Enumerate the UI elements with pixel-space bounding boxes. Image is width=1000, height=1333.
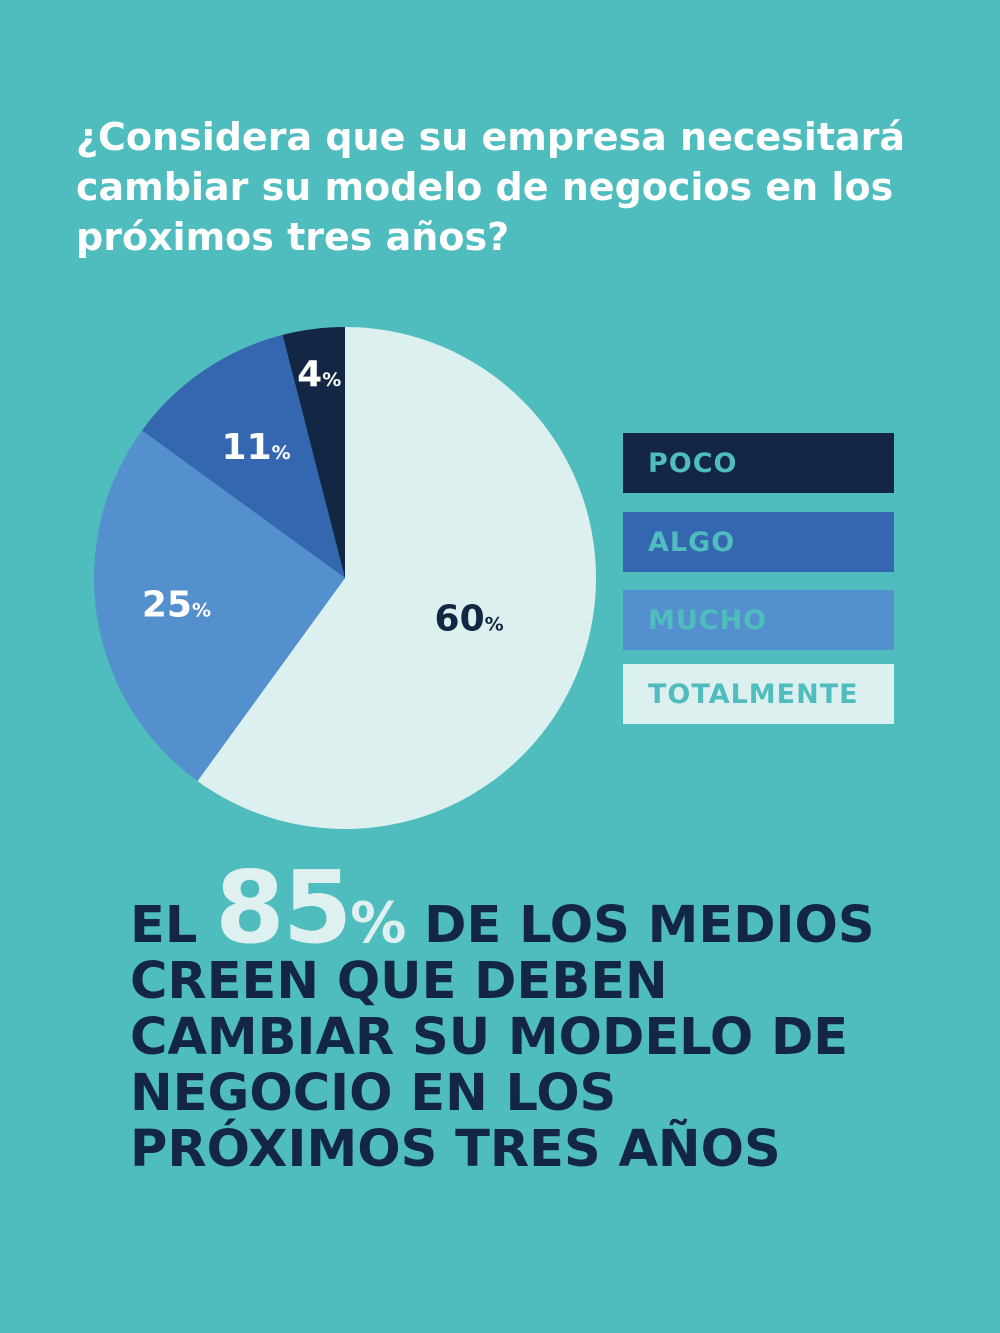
- headline-big-unit: %: [350, 891, 407, 956]
- headline-line-3: CAMBIAR SU MODELO DE: [130, 1008, 849, 1067]
- headline: EL 85% DE LOS MEDIOS CREEN QUE DEBEN CAM…: [130, 858, 970, 1179]
- headline-line-1-rest: DE LOS MEDIOS: [424, 896, 875, 955]
- question-line: cambiar su modelo de negocios en los: [76, 165, 894, 209]
- pie-slice-totalmente: [197, 327, 596, 830]
- pie-slice-algo: [141, 334, 345, 578]
- headline-prefix: EL: [130, 896, 198, 955]
- pie-label-poco: 4%: [297, 354, 341, 395]
- headline-line-1: EL 85% DE LOS MEDIOS: [130, 858, 970, 958]
- pie-slice-poco: [282, 327, 345, 578]
- pie-label-totalmente: 60%: [435, 598, 504, 639]
- pie-label-mucho: 25%: [142, 585, 211, 626]
- legend-item-poco: POCO: [623, 433, 894, 493]
- legend-item-mucho: MUCHO: [623, 590, 894, 650]
- question-title: ¿Considera que su empresa necesitará cam…: [76, 112, 956, 262]
- pie-labels: 60% 25% 11%4%: [142, 354, 504, 640]
- pie-slice-mucho: [93, 430, 346, 782]
- legend-item-algo: ALGO: [623, 512, 894, 572]
- pie-label-algo: 11%: [222, 427, 291, 468]
- headline-big-number: 85: [215, 849, 352, 966]
- legend-item-totalmente: TOTALMENTE: [623, 664, 894, 724]
- headline-line-2: CREEN QUE DEBEN: [130, 952, 668, 1011]
- headline-line-4: NEGOCIO EN LOS: [130, 1064, 617, 1123]
- headline-line-5: PRÓXIMOS TRES AÑOS: [130, 1120, 781, 1179]
- question-line: próximos tres años?: [76, 215, 510, 259]
- pie-slices: [93, 327, 596, 830]
- question-line: ¿Considera que su empresa necesitará: [76, 115, 906, 159]
